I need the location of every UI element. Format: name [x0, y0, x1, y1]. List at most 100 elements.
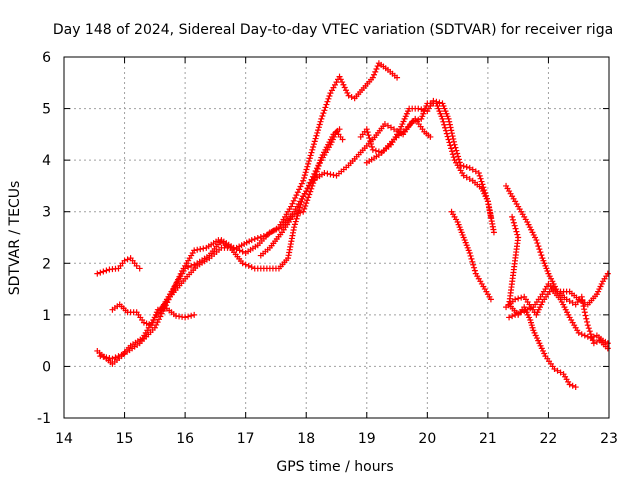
y-tick-label: -1 — [37, 411, 51, 427]
data-point — [112, 354, 119, 361]
data-point — [415, 105, 422, 112]
x-tick-label: 21 — [479, 431, 497, 447]
data-point — [305, 160, 312, 167]
data-point — [317, 118, 324, 125]
data-point — [460, 172, 467, 179]
data-point — [315, 163, 322, 170]
data-point — [294, 189, 301, 196]
data-point — [97, 353, 104, 360]
data-point — [441, 121, 448, 128]
series-track-5 — [157, 128, 346, 313]
data-point — [604, 270, 611, 277]
data-point — [312, 135, 319, 142]
y-tick-label: 1 — [42, 308, 51, 324]
data-point — [538, 252, 545, 259]
y-tick-label: 6 — [42, 50, 51, 66]
data-point — [233, 246, 240, 253]
data-point — [309, 182, 316, 189]
data-point — [308, 185, 315, 192]
data-point — [487, 296, 494, 303]
data-point — [513, 228, 520, 235]
data-point — [427, 133, 434, 140]
data-point — [239, 248, 246, 255]
data-point — [103, 267, 110, 274]
data-point — [448, 148, 455, 155]
data-point — [291, 224, 298, 231]
data-point — [341, 84, 348, 91]
data-point — [581, 306, 588, 313]
data-point — [572, 384, 579, 391]
data-point — [97, 269, 104, 276]
data-point — [343, 87, 350, 94]
data-point — [121, 257, 128, 264]
data-point — [512, 225, 519, 232]
data-point — [583, 315, 590, 322]
data-point — [373, 65, 380, 72]
data-point — [374, 63, 381, 70]
data-point — [311, 177, 318, 184]
x-axis-label: GPS time / hours — [276, 459, 393, 475]
data-point — [442, 127, 449, 134]
data-point — [518, 294, 525, 301]
data-point — [315, 127, 322, 134]
data-point — [533, 237, 540, 244]
data-point — [569, 382, 576, 389]
data-point — [509, 313, 516, 320]
data-point — [369, 74, 376, 81]
data-point — [485, 201, 492, 208]
data-point — [487, 213, 494, 220]
data-point — [303, 166, 310, 173]
data-point — [330, 171, 337, 178]
data-point — [586, 328, 593, 335]
data-point — [302, 202, 309, 209]
data-point — [325, 95, 332, 102]
data-point — [481, 187, 488, 194]
data-point — [418, 106, 425, 113]
data-point — [512, 311, 519, 318]
data-point — [182, 314, 189, 321]
data-point — [188, 262, 195, 269]
data-point — [313, 132, 320, 139]
data-point — [582, 312, 589, 319]
data-point — [326, 92, 333, 99]
data-point — [585, 325, 592, 332]
data-point — [319, 113, 326, 120]
data-point — [339, 79, 346, 86]
data-point — [442, 124, 449, 131]
data-point — [363, 126, 370, 133]
data-point — [136, 265, 143, 272]
data-point — [304, 163, 311, 170]
y-tick-label: 0 — [42, 359, 51, 375]
data-point — [449, 151, 456, 158]
data-point — [313, 168, 320, 175]
data-point — [515, 310, 522, 317]
data-point — [300, 208, 307, 215]
x-tick-label: 17 — [237, 431, 255, 447]
data-point — [584, 318, 591, 325]
data-point — [468, 255, 475, 262]
data-point — [448, 130, 455, 137]
data-point — [381, 121, 388, 128]
data-point — [157, 313, 164, 320]
data-point — [466, 164, 473, 171]
data-point — [318, 115, 325, 122]
y-tick-label: 5 — [42, 102, 51, 118]
x-tick-label: 19 — [358, 431, 376, 447]
data-point — [106, 355, 113, 362]
data-point — [604, 340, 611, 347]
data-point — [463, 174, 470, 181]
data-point — [124, 256, 131, 263]
data-point — [310, 144, 317, 151]
y-axis-label: SDTVAR / TECUs — [7, 181, 23, 296]
data-point — [454, 150, 461, 157]
grid — [64, 57, 609, 418]
data-point — [304, 197, 311, 204]
data-point — [291, 221, 298, 228]
data-point — [188, 312, 195, 319]
series-track-8 — [363, 97, 494, 220]
data-point — [291, 211, 298, 218]
data-point — [384, 122, 391, 129]
data-point — [368, 143, 375, 150]
data-point — [445, 115, 452, 122]
data-point — [447, 124, 454, 131]
